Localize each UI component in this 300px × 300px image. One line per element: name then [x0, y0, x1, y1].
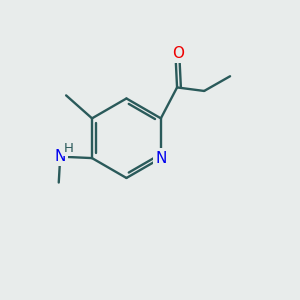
Text: N: N [55, 149, 66, 164]
Text: O: O [172, 46, 184, 61]
Text: H: H [64, 142, 74, 155]
Text: N: N [155, 151, 166, 166]
